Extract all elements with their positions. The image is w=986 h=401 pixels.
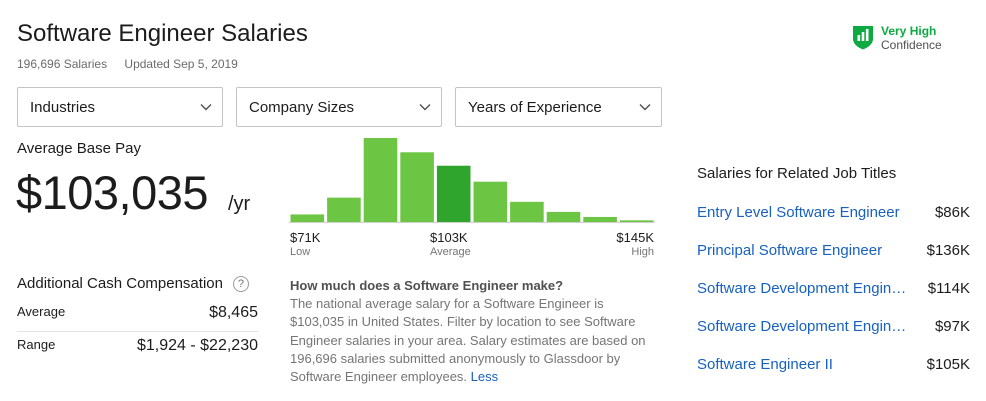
cash-average-row: Average $8,465 [17, 304, 258, 332]
salaries-count: 196,696 Salaries [17, 57, 108, 71]
page-title: Software Engineer Salaries [17, 20, 308, 47]
years-of-experience-dropdown-label: Years of Experience [468, 98, 602, 116]
histogram-bar [290, 214, 325, 222]
confidence-label: Confidence [881, 38, 942, 52]
company-sizes-dropdown[interactable]: Company Sizes [236, 87, 442, 127]
histogram-bar [510, 201, 544, 222]
question-circle-icon[interactable]: ? [232, 275, 249, 292]
related-item: Software Development Engineer $114K [697, 280, 970, 318]
additional-cash-title: Additional Cash Compensation ? [17, 275, 249, 292]
histogram-labels: $71K Low $103K Average $145K High [290, 230, 654, 260]
cash-average-label: Average [17, 304, 66, 319]
related-item-link[interactable]: Principal Software Engineer [697, 242, 883, 259]
histogram-baseline [289, 222, 655, 223]
related-titles-list: Entry Level Software Engineer $86K Princ… [697, 204, 970, 394]
histogram-average: $103K Average [430, 230, 471, 260]
histogram-high-value: $145K [616, 230, 654, 245]
histogram-high-label: High [631, 246, 654, 258]
salary-histogram [290, 138, 654, 222]
histogram-low: $71K Low [290, 230, 320, 260]
related-item: Entry Level Software Engineer $86K [697, 204, 970, 242]
histogram-average-label: Average [430, 246, 471, 258]
histogram-bar [619, 220, 654, 222]
company-sizes-dropdown-label: Company Sizes [249, 98, 355, 116]
average-base-pay-amount: $103,035 [16, 166, 209, 219]
related-item-salary: $97K [934, 318, 970, 335]
less-link[interactable]: Less [470, 369, 499, 385]
histogram-bar [363, 138, 398, 222]
related-item-link[interactable]: Entry Level Software Engineer [697, 204, 900, 221]
related-item: Software Engineer II $105K [697, 356, 970, 394]
histogram-bar [473, 181, 508, 222]
histogram-low-value: $71K [290, 230, 321, 245]
cash-range-row: Range $1,924 - $22,230 [17, 337, 258, 355]
cash-average-value: $8,465 [209, 304, 258, 321]
histogram-bar [327, 197, 361, 222]
shield-bar-chart-icon [853, 26, 873, 50]
filter-bar: Industries Company Sizes Years of Experi… [17, 87, 675, 127]
histogram-bar [583, 216, 617, 222]
years-of-experience-dropdown[interactable]: Years of Experience [455, 87, 662, 127]
histogram-bar-average [436, 165, 471, 222]
industries-dropdown-label: Industries [30, 98, 96, 116]
related-item-link[interactable]: Software Engineer II [697, 356, 833, 373]
cash-range-label: Range [17, 337, 56, 352]
cash-range-value: $1,924 - $22,230 [137, 337, 258, 354]
related-item-link[interactable]: Software Development Engineer II [697, 318, 907, 335]
faq-question: How much does a Software Engineer make? [290, 278, 564, 293]
additional-cash-title-text: Additional Cash Compensation [17, 275, 223, 292]
chevron-down-icon [200, 104, 212, 111]
related-item-link[interactable]: Software Development Engineer [697, 280, 907, 297]
faq-answer: The national average salary for a Softwa… [290, 296, 646, 385]
related-item-salary: $86K [934, 204, 970, 221]
industries-dropdown[interactable]: Industries [17, 87, 223, 127]
histogram-low-label: Low [290, 246, 311, 258]
confidence-badge: Very High Confidence [852, 24, 942, 52]
histogram-average-value: $103K [430, 230, 468, 245]
related-item: Software Development Engineer II $97K [697, 318, 970, 356]
histogram-high: $145K High [616, 230, 654, 260]
related-item: Principal Software Engineer $136K [697, 242, 970, 280]
confidence-level: Very High [881, 24, 937, 38]
chevron-down-icon [419, 104, 431, 111]
related-item-salary: $114K [927, 280, 970, 297]
page-meta: 196,696 Salaries Updated Sep 5, 2019 [17, 57, 238, 71]
average-base-pay-unit: /yr [228, 193, 251, 215]
salary-faq: How much does a Software Engineer make? … [290, 277, 650, 386]
updated-date: Updated Sep 5, 2019 [124, 57, 238, 71]
histogram-bar [400, 152, 434, 222]
chevron-down-icon [639, 104, 651, 111]
related-item-salary: $136K [926, 242, 970, 259]
related-item-salary: $105K [926, 356, 970, 373]
histogram-bar [546, 211, 581, 222]
average-base-pay-label: Average Base Pay [17, 140, 141, 157]
related-titles-heading: Salaries for Related Job Titles [697, 165, 897, 182]
